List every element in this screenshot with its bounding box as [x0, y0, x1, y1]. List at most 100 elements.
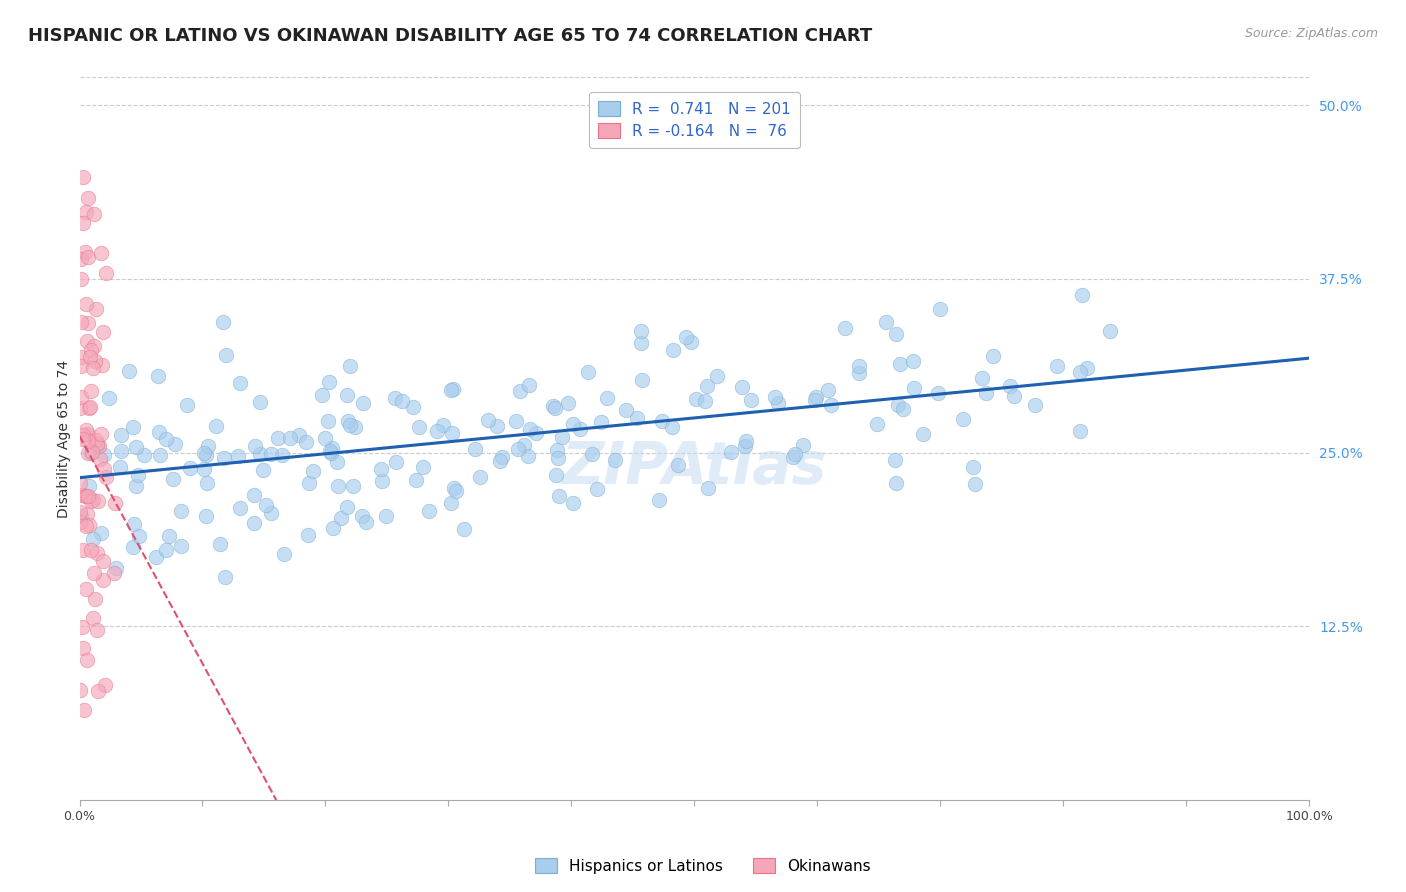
Point	[98, 391, 121, 405]
Point	[93, 325, 115, 339]
Point	[204, 418, 226, 433]
Point	[125, 479, 148, 493]
Point	[568, 422, 591, 436]
Point	[82, 493, 104, 508]
Point	[69, 683, 91, 698]
Point	[83, 566, 105, 580]
Point	[73, 703, 96, 717]
Point	[782, 450, 804, 464]
Point	[148, 425, 170, 440]
Point	[72, 169, 94, 184]
Point	[322, 521, 344, 535]
Point	[195, 448, 218, 462]
Point	[69, 475, 91, 490]
Point	[491, 450, 513, 465]
Point	[179, 461, 201, 475]
Point	[86, 437, 108, 451]
Point	[441, 425, 464, 440]
Point	[1069, 424, 1091, 438]
Point	[128, 529, 150, 543]
Point	[513, 438, 536, 452]
Point	[339, 418, 361, 433]
Point	[970, 371, 993, 385]
Point	[693, 393, 716, 408]
Point	[519, 421, 541, 435]
Text: ZIPAtlas: ZIPAtlas	[562, 439, 827, 496]
Point	[243, 488, 266, 502]
Point	[311, 388, 333, 402]
Point	[91, 554, 114, 568]
Point	[87, 684, 110, 698]
Point	[998, 378, 1021, 392]
Point	[87, 439, 110, 453]
Point	[370, 462, 392, 476]
Point	[72, 543, 94, 558]
Point	[86, 433, 108, 447]
Point	[630, 324, 652, 338]
Point	[77, 316, 100, 330]
Point	[901, 354, 924, 368]
Point	[76, 653, 98, 667]
Point	[731, 379, 754, 393]
Point	[889, 357, 911, 371]
Point	[298, 476, 321, 491]
Point	[405, 473, 427, 487]
Point	[77, 434, 100, 449]
Point	[426, 424, 449, 438]
Point	[83, 207, 105, 221]
Point	[254, 498, 277, 512]
Point	[792, 438, 814, 452]
Point	[110, 428, 132, 442]
Point	[294, 434, 316, 449]
Point	[70, 350, 93, 364]
Point	[249, 447, 271, 461]
Point	[87, 494, 110, 508]
Point	[903, 381, 925, 395]
Point	[83, 354, 105, 368]
Point	[245, 439, 267, 453]
Text: HISPANIC OR LATINO VS OKINAWAN DISABILITY AGE 65 TO 74 CORRELATION CHART: HISPANIC OR LATINO VS OKINAWAN DISABILIT…	[28, 27, 872, 45]
Point	[121, 540, 143, 554]
Point	[162, 472, 184, 486]
Point	[679, 334, 702, 349]
Point	[848, 359, 870, 374]
Point	[288, 427, 311, 442]
Point	[675, 329, 697, 343]
Point	[134, 449, 156, 463]
Point	[326, 455, 349, 469]
Point	[79, 445, 101, 459]
Point	[630, 335, 652, 350]
Point	[79, 350, 101, 364]
Point	[962, 459, 984, 474]
Point	[77, 191, 100, 205]
Point	[453, 522, 475, 536]
Point	[509, 384, 531, 398]
Point	[122, 419, 145, 434]
Point	[766, 395, 789, 409]
Point	[80, 384, 103, 399]
Point	[685, 392, 707, 406]
Point	[586, 482, 609, 496]
Point	[804, 393, 827, 408]
Point	[77, 489, 100, 503]
Point	[326, 479, 349, 493]
Point	[443, 481, 465, 495]
Point	[75, 582, 97, 597]
Point	[541, 399, 564, 413]
Point	[77, 427, 100, 442]
Point	[517, 449, 540, 463]
Point	[886, 476, 908, 491]
Point	[342, 479, 364, 493]
Point	[165, 437, 187, 451]
Point	[75, 204, 97, 219]
Point	[176, 398, 198, 412]
Point	[336, 388, 359, 402]
Point	[546, 442, 568, 457]
Point	[596, 391, 619, 405]
Point	[401, 400, 423, 414]
Point	[834, 321, 856, 335]
Point	[87, 440, 110, 454]
Point	[418, 504, 440, 518]
Point	[170, 539, 193, 553]
Point	[444, 484, 467, 499]
